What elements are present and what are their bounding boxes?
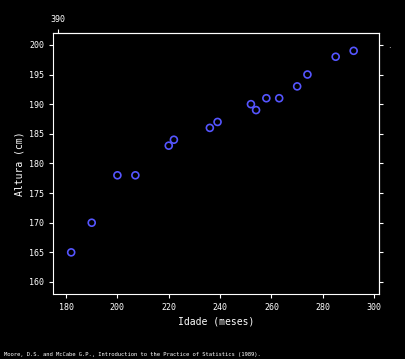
Point: [206, 125, 213, 131]
Point: [214, 119, 220, 125]
Y-axis label: Altura (cm): Altura (cm): [15, 131, 25, 196]
Point: [165, 143, 172, 149]
Point: [247, 101, 254, 107]
Text: Moore, D.S. and McCabe G.P., Introduction to the Practice of Statistics (1989).: Moore, D.S. and McCabe G.P., Introductio…: [4, 352, 260, 357]
Point: [252, 107, 259, 113]
Point: [303, 72, 310, 78]
Point: [88, 220, 95, 225]
Point: [132, 172, 138, 178]
X-axis label: Idade (meses): Idade (meses): [178, 316, 254, 326]
Point: [262, 95, 269, 101]
Point: [293, 84, 300, 89]
Point: [68, 250, 74, 255]
Point: [275, 95, 282, 101]
Point: [350, 48, 356, 54]
Point: [332, 54, 338, 60]
Point: [114, 172, 120, 178]
Point: [170, 137, 177, 143]
